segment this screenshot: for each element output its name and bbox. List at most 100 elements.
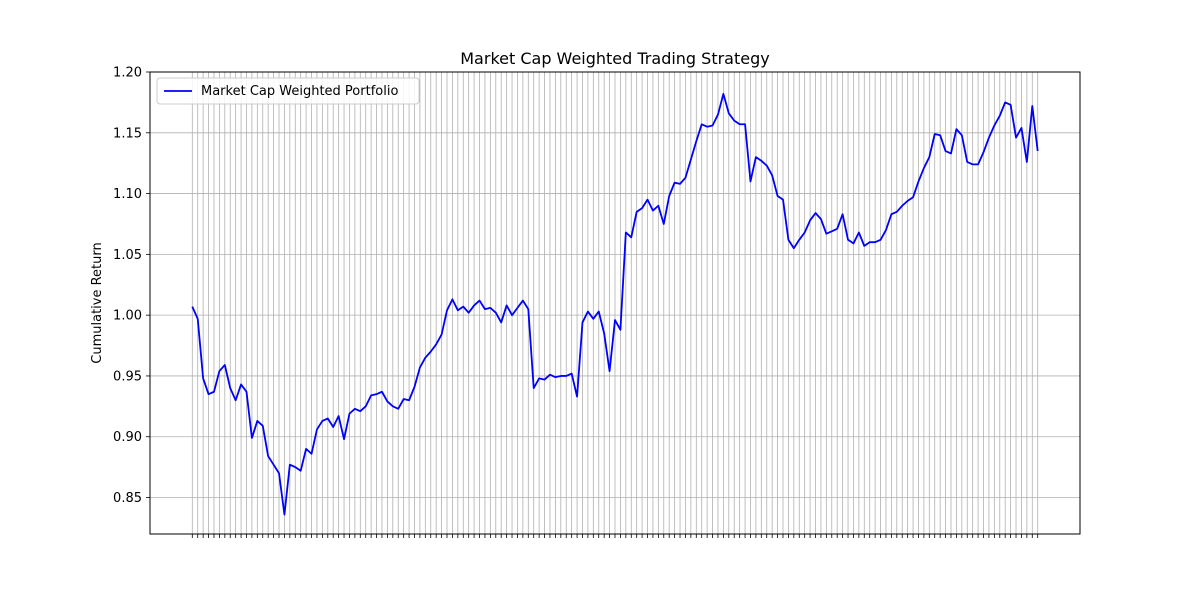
data-point [766, 165, 768, 167]
data-point [587, 311, 589, 313]
legend-box [156, 77, 420, 105]
y-tick-label: 1.15 [113, 126, 142, 141]
data-point [387, 401, 389, 403]
data-point [755, 156, 757, 158]
data-point [636, 211, 638, 213]
data-point [300, 470, 302, 472]
data-point [603, 333, 605, 335]
y-tick-label: 0.95 [113, 369, 142, 384]
y-tick-label: 0.85 [113, 491, 142, 506]
data-point [305, 448, 307, 450]
chart-title: Market Cap Weighted Trading Strategy [460, 49, 769, 68]
data-point [658, 205, 660, 207]
data-point [278, 472, 280, 474]
data-point [452, 299, 454, 301]
data-point [224, 364, 226, 366]
data-point [208, 393, 210, 395]
data-point [343, 438, 345, 440]
data-point [598, 311, 600, 313]
data-point [273, 464, 275, 466]
data-point [739, 123, 741, 125]
data-point [1010, 104, 1012, 106]
data-point [788, 239, 790, 241]
data-point [522, 300, 524, 302]
data-point [798, 239, 800, 241]
data-point [858, 232, 860, 234]
data-point [918, 181, 920, 183]
data-point [663, 223, 665, 225]
y-axis-label: Cumulative Return [90, 242, 105, 363]
data-point [517, 307, 519, 309]
data-point [441, 334, 443, 336]
data-point [874, 241, 876, 243]
data-point [809, 220, 811, 222]
data-point [213, 391, 215, 393]
data-point [506, 305, 508, 307]
data-point [544, 379, 546, 381]
data-point [717, 114, 719, 116]
data-point [961, 134, 963, 136]
data-point [620, 329, 622, 331]
data-point [744, 123, 746, 125]
y-tick-label: 1.20 [113, 66, 142, 81]
data-point [706, 126, 708, 128]
data-point [625, 232, 627, 234]
data-point [435, 344, 437, 346]
data-point [332, 426, 334, 428]
data-point [1015, 137, 1017, 139]
data-point [294, 466, 296, 468]
data-point [934, 133, 936, 135]
data-point [674, 182, 676, 184]
data-point [240, 384, 242, 386]
data-point [473, 305, 475, 307]
data-point [891, 213, 893, 215]
data-point [262, 425, 264, 427]
data-point [202, 378, 204, 380]
data-point [425, 357, 427, 359]
data-point [826, 233, 828, 235]
y-tick-label: 1.05 [113, 248, 142, 263]
data-point [945, 150, 947, 152]
data-point [988, 137, 990, 139]
data-point [863, 245, 865, 247]
data-point [1031, 105, 1033, 107]
data-point [641, 207, 643, 209]
data-point [538, 378, 540, 380]
data-point [267, 455, 269, 457]
data-point [750, 181, 752, 183]
data-point [311, 453, 313, 455]
data-point [956, 128, 958, 130]
data-point [571, 373, 573, 375]
data-point [1037, 150, 1039, 152]
data-point [197, 318, 199, 320]
data-point [972, 164, 974, 166]
data-point [397, 408, 399, 410]
data-point [555, 376, 557, 378]
x-ticks [191, 534, 1039, 538]
data-point [576, 396, 578, 398]
data-point [999, 115, 1001, 117]
data-point [733, 120, 735, 122]
data-point [549, 374, 551, 376]
data-point [560, 375, 562, 377]
y-ticks: 0.85 0.90 0.95 1.00 1.05 1.10 1.15 1.20 [113, 66, 150, 506]
data-point [430, 351, 432, 353]
y-tick-label: 0.90 [113, 430, 142, 445]
legend-label: Market Cap Weighted Portfolio [201, 84, 398, 99]
data-point [251, 437, 253, 439]
data-point [246, 391, 248, 393]
data-point [1026, 161, 1028, 163]
data-point [593, 318, 595, 320]
data-point [484, 308, 486, 310]
legend: Market Cap Weighted Portfolio [156, 77, 420, 105]
data-point [668, 195, 670, 197]
data-point [831, 230, 833, 232]
grid-lines [150, 71, 1080, 534]
data-point [847, 239, 849, 241]
series-layer [191, 92, 1039, 516]
data-point [289, 464, 291, 466]
data-point [630, 237, 632, 239]
data-point [490, 307, 492, 309]
data-point [977, 164, 979, 166]
